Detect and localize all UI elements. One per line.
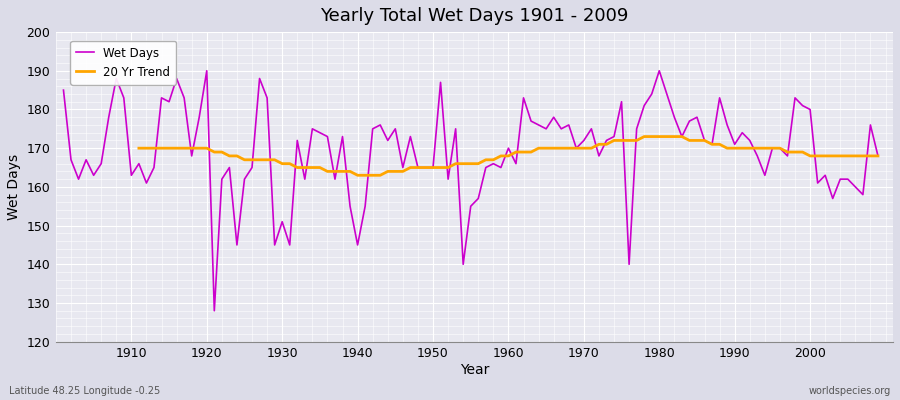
20 Yr Trend — [729, 146, 740, 150]
Text: worldspecies.org: worldspecies.org — [809, 386, 891, 396]
Wet Days — [209, 308, 220, 313]
Wet Days — [119, 96, 130, 100]
Wet Days — [345, 204, 356, 209]
Title: Yearly Total Wet Days 1901 - 2009: Yearly Total Wet Days 1901 - 2009 — [320, 7, 629, 25]
20 Yr Trend — [639, 134, 650, 139]
20 Yr Trend — [329, 169, 340, 174]
Line: 20 Yr Trend: 20 Yr Trend — [139, 136, 878, 175]
Wet Days — [202, 68, 212, 73]
Y-axis label: Wet Days: Wet Days — [7, 154, 21, 220]
Wet Days — [58, 88, 69, 92]
Legend: Wet Days, 20 Yr Trend: Wet Days, 20 Yr Trend — [70, 41, 176, 85]
20 Yr Trend — [510, 150, 521, 154]
20 Yr Trend — [873, 154, 884, 158]
20 Yr Trend — [367, 173, 378, 178]
Wet Days — [300, 177, 310, 182]
20 Yr Trend — [352, 173, 363, 178]
X-axis label: Year: Year — [460, 363, 490, 377]
20 Yr Trend — [307, 165, 318, 170]
Line: Wet Days: Wet Days — [64, 71, 878, 311]
Wet Days — [873, 154, 884, 158]
20 Yr Trend — [133, 146, 144, 150]
20 Yr Trend — [533, 146, 544, 150]
Wet Days — [608, 134, 619, 139]
Wet Days — [510, 161, 521, 166]
Text: Latitude 48.25 Longitude -0.25: Latitude 48.25 Longitude -0.25 — [9, 386, 160, 396]
Wet Days — [518, 96, 529, 100]
